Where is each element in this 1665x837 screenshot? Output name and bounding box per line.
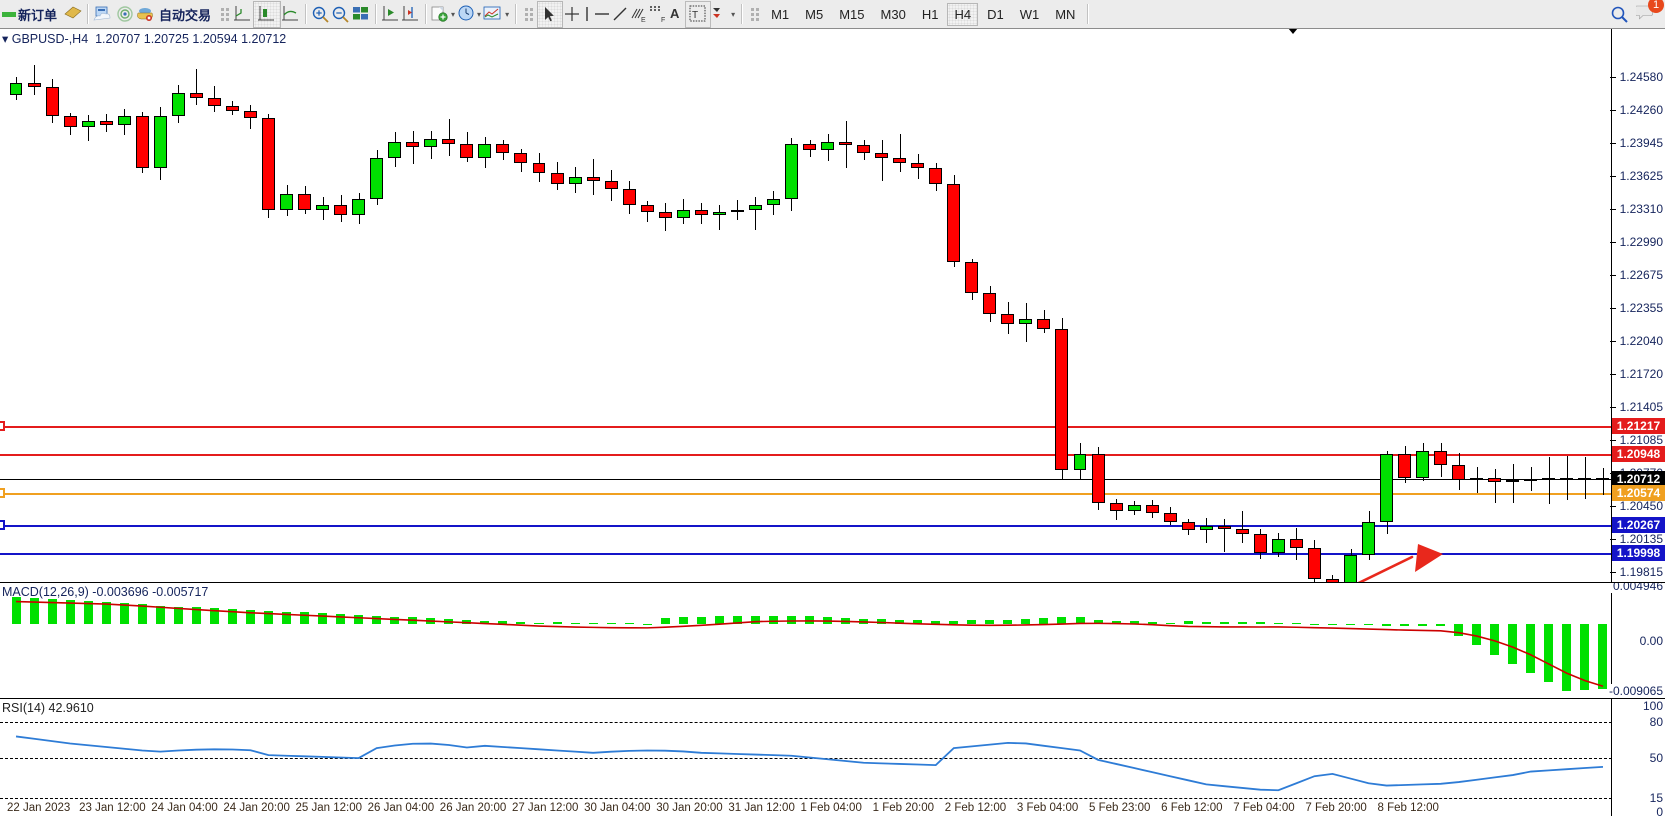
svg-text:F: F — [661, 17, 665, 23]
svg-text:E: E — [641, 17, 646, 23]
svg-text:A: A — [670, 6, 680, 21]
svg-text:T: T — [692, 10, 698, 21]
